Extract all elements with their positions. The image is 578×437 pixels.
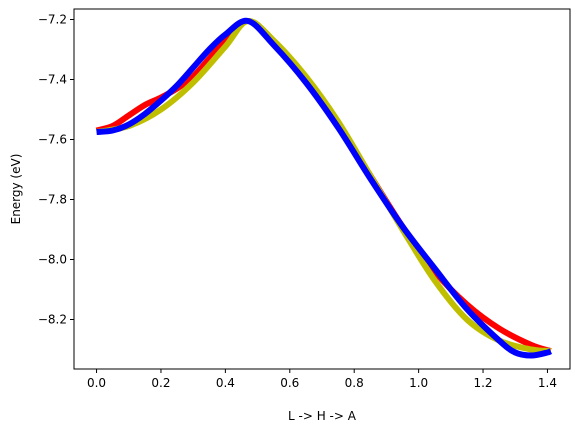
plot-area-frame (73, 8, 571, 370)
y-axis: −8.2 −8.0 −7.8 −7.6 −7.4 −7.2 (38, 13, 74, 327)
x-tick-label: 0.2 (151, 376, 170, 390)
y-tick-label: −7.6 (38, 133, 67, 147)
x-tick-label: 0.8 (345, 376, 364, 390)
y-tick-label: −8.0 (38, 253, 67, 267)
series-line-2 (96, 18, 551, 354)
series-line-1 (95, 18, 552, 354)
x-tick-label: 0.4 (216, 376, 235, 390)
x-tick-label: 1.0 (409, 376, 428, 390)
x-tick-label: 1.4 (538, 376, 557, 390)
y-tick-label: −8.2 (38, 313, 67, 327)
series-layer (95, 17, 553, 359)
y-axis-label: Energy (eV) (9, 154, 23, 225)
x-tick-label: 0.0 (87, 376, 106, 390)
series-line-3 (96, 17, 553, 359)
y-tick-label: −7.4 (38, 73, 67, 87)
x-axis: 0.0 0.2 0.4 0.6 0.8 1.0 1.2 1.4 (87, 369, 557, 390)
x-axis-label: L -> H -> A (288, 409, 357, 423)
x-tick-label: 1.2 (473, 376, 492, 390)
x-tick-label: 0.6 (280, 376, 299, 390)
y-tick-label: −7.8 (38, 193, 67, 207)
y-tick-label: −7.2 (38, 13, 67, 27)
